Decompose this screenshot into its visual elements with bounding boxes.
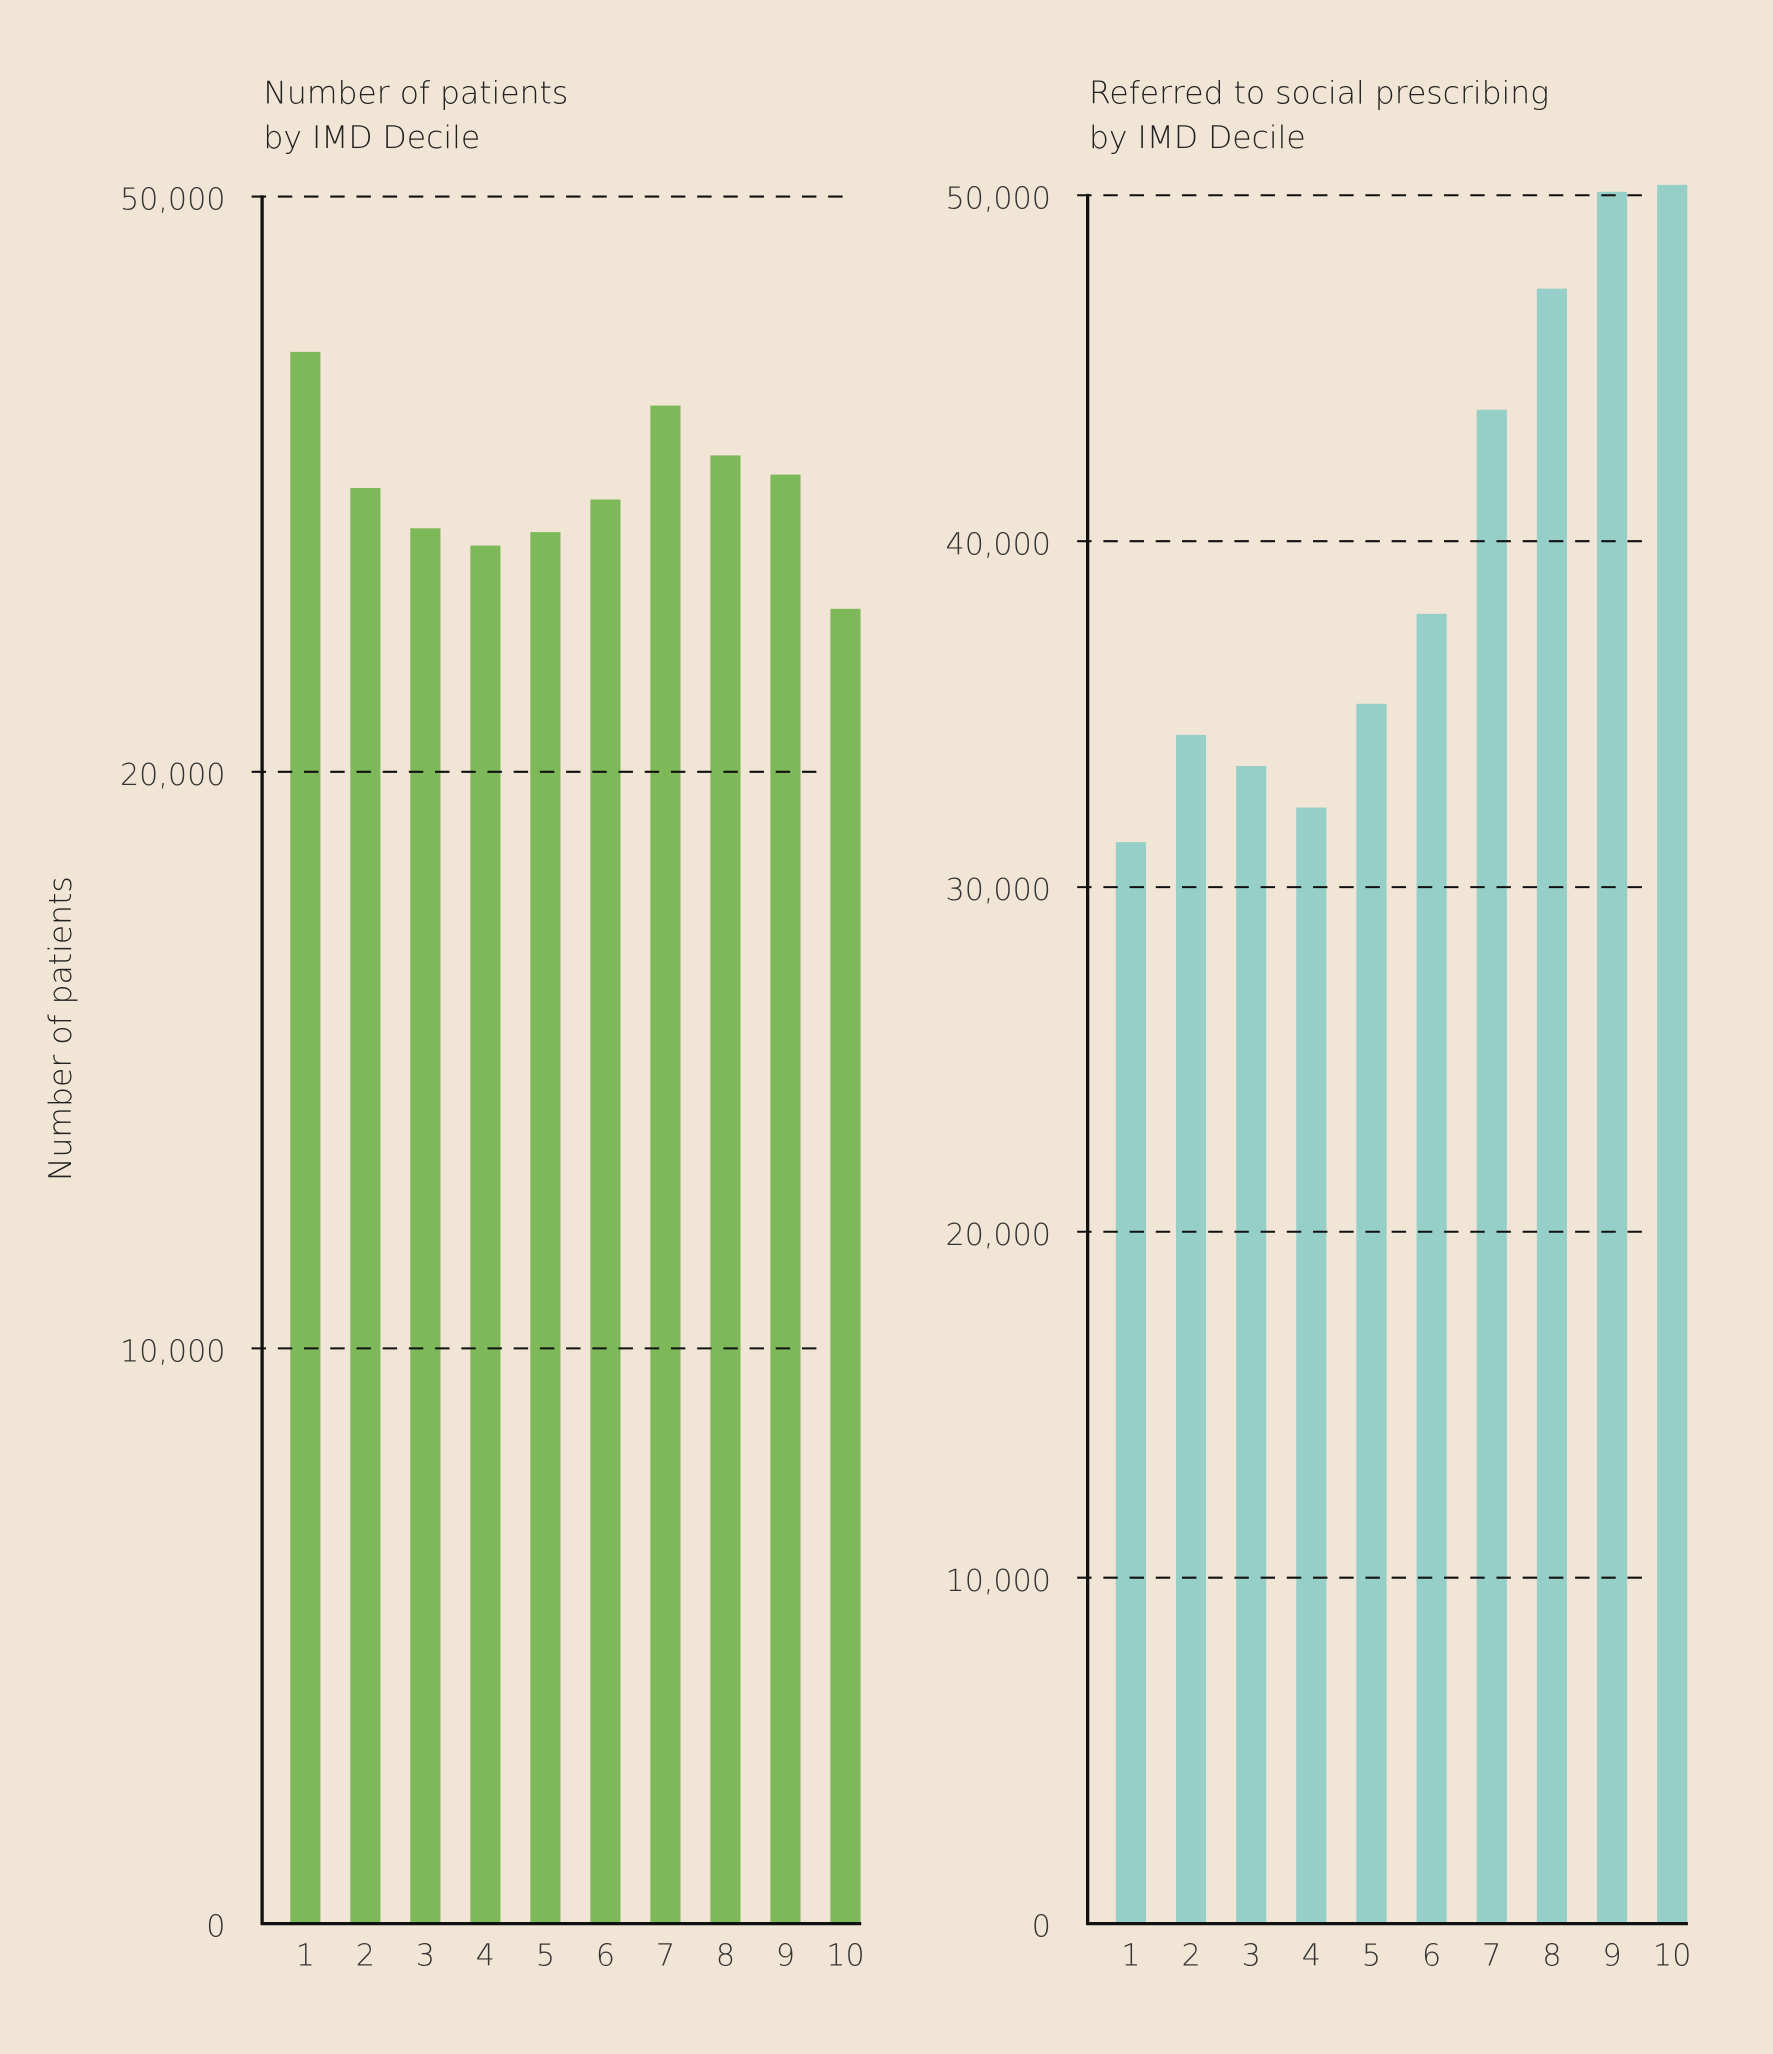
left-x-tick-label: 9 (776, 1939, 795, 1974)
left-y-tick-label: 0 (206, 1910, 225, 1945)
left-bar-7 (650, 405, 681, 1924)
left-x-tick-label: 7 (656, 1939, 675, 1974)
left-bar-3 (410, 528, 441, 1924)
left-bar-1 (290, 351, 321, 1924)
right-x-tick-label: 7 (1482, 1939, 1501, 1974)
right-bar-7 (1476, 409, 1507, 1924)
right-bar-2 (1175, 734, 1207, 1924)
left-title-line-1: Number of patients (263, 76, 568, 112)
left-bar-6 (590, 499, 621, 1924)
right-y-tick-label: 0 (1032, 1910, 1051, 1945)
left-x-tick-label: 6 (596, 1939, 615, 1974)
left-bar-9 (770, 474, 801, 1924)
right-x-tick-label: 1 (1121, 1939, 1140, 1974)
right-bar-8 (1536, 288, 1567, 1924)
right-bar-3 (1236, 766, 1267, 1924)
left-bar-2 (350, 488, 381, 1924)
left-x-tick-label: 8 (716, 1939, 735, 1974)
left-x-tick-label: 1 (296, 1939, 315, 1974)
right-bar-9 (1596, 191, 1628, 1924)
right-x-tick-label: 9 (1602, 1939, 1621, 1974)
left-x-tick-label: 10 (826, 1939, 864, 1974)
right-bar-1 (1115, 842, 1146, 1924)
right-title-line-1: Referred to social prescribing (1089, 76, 1549, 112)
left-x-tick-label: 3 (416, 1939, 435, 1974)
right-x-tick-label: 6 (1422, 1939, 1441, 1974)
left-bar-10 (830, 608, 861, 1924)
left-y-tick-label: 50,000 (120, 183, 225, 218)
left-bar-5 (530, 532, 561, 1924)
right-x-tick-label: 5 (1362, 1939, 1381, 1974)
right-x-tick-label: 3 (1242, 1939, 1261, 1974)
right-x-tick-label: 8 (1542, 1939, 1561, 1974)
left-x-tick-label: 4 (476, 1939, 495, 1974)
left-title-line-2: by IMD Decile (263, 120, 480, 156)
right-y-tick-label: 30,000 (946, 873, 1051, 908)
right-title-line-2: by IMD Decile (1089, 120, 1306, 156)
left-y-tick-label: 10,000 (120, 1334, 225, 1369)
right-bar-5 (1356, 703, 1387, 1924)
left-bar-8 (710, 455, 741, 1924)
left-y-axis-label: Number of patients (43, 876, 79, 1181)
left-x-tick-label: 2 (356, 1939, 375, 1974)
left-x-tick-label: 5 (536, 1939, 555, 1974)
right-y-tick-label: 50,000 (946, 181, 1051, 216)
right-y-tick-label: 10,000 (946, 1564, 1051, 1599)
right-y-tick-label: 40,000 (946, 527, 1051, 562)
right-bar-6 (1416, 613, 1447, 1924)
left-y-tick-label: 20,000 (120, 758, 225, 793)
right-bar-10 (1657, 184, 1688, 1924)
left-chart: 0 10,000 20,000 50,000 1 2 3 4 5 6 7 8 9 10 (120, 183, 865, 1974)
left-bar-4 (470, 545, 501, 1924)
right-chart: 0 10,000 20,000 30,000 40,000 50,000 1 2 3 4 5 6 7 8 9… (946, 181, 1692, 1973)
right-x-tick-label: 10 (1653, 1939, 1691, 1974)
right-bar-4 (1296, 807, 1327, 1924)
right-x-tick-label: 4 (1302, 1939, 1321, 1974)
right-y-tick-label: 20,000 (946, 1218, 1051, 1253)
right-x-tick-label: 2 (1181, 1939, 1200, 1974)
